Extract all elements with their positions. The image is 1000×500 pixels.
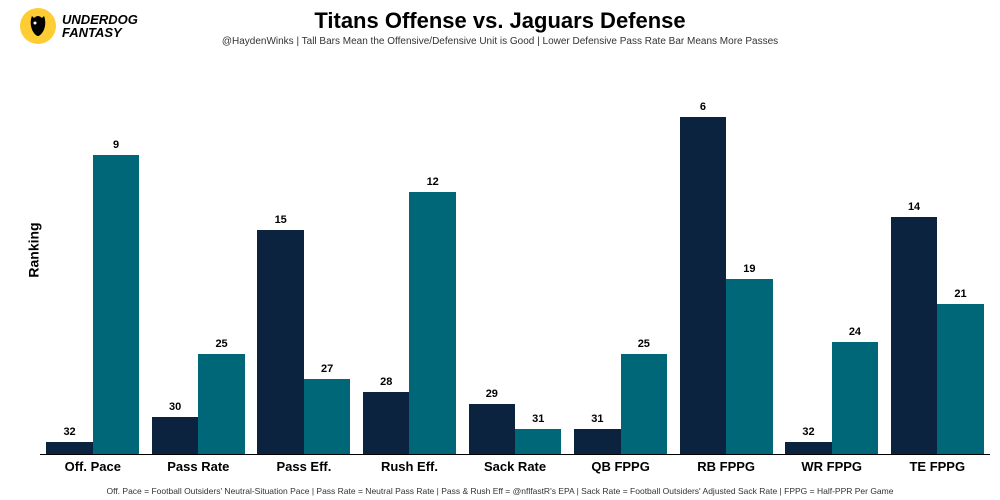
category-label: Pass Eff.: [276, 459, 331, 474]
bar-group: 3025Pass Rate: [146, 55, 252, 454]
category-label: Pass Rate: [167, 459, 229, 474]
bar-series-b: 24: [832, 342, 878, 454]
bar-series-a: 15: [257, 230, 303, 454]
bar-value-label: 29: [486, 388, 498, 400]
category-label: TE FPPG: [909, 459, 965, 474]
category-label: Off. Pace: [65, 459, 121, 474]
bar-value-label: 9: [113, 139, 119, 151]
bar-series-a: 30: [152, 417, 198, 454]
bar-series-b: 9: [93, 155, 139, 454]
chart-title: Titans Offense vs. Jaguars Defense: [0, 8, 1000, 34]
bar-value-label: 25: [215, 338, 227, 350]
chart-footer: Off. Pace = Football Outsiders' Neutral-…: [0, 486, 1000, 496]
bar-series-b: 21: [937, 304, 983, 454]
bar-series-b: 27: [304, 379, 350, 454]
category-label: QB FPPG: [591, 459, 650, 474]
bar-value-label: 27: [321, 363, 333, 375]
bar-value-label: 21: [954, 288, 966, 300]
bar-value-label: 24: [849, 326, 861, 338]
bar-value-label: 31: [591, 413, 603, 425]
bar-series-a: 28: [363, 392, 409, 454]
bar-series-b: 12: [409, 192, 455, 454]
category-label: Rush Eff.: [381, 459, 438, 474]
bar-value-label: 12: [427, 176, 439, 188]
bar-value-label: 25: [638, 338, 650, 350]
bar-group: 1527Pass Eff.: [251, 55, 357, 454]
category-label: Sack Rate: [484, 459, 546, 474]
bar-series-a: 32: [785, 442, 831, 454]
bar-chart: 329Off. Pace3025Pass Rate1527Pass Eff.28…: [40, 55, 990, 455]
bar-series-b: 25: [198, 354, 244, 454]
bar-series-a: 29: [469, 404, 515, 454]
bar-value-label: 15: [275, 214, 287, 226]
bar-group: 1421TE FPPG: [885, 55, 991, 454]
chart-subtitle: @HaydenWinks | Tall Bars Mean the Offens…: [0, 36, 1000, 47]
bar-group: 619RB FPPG: [673, 55, 779, 454]
bar-value-label: 19: [743, 263, 755, 275]
bar-group: 2931Sack Rate: [462, 55, 568, 454]
bar-series-a: 31: [574, 429, 620, 454]
bar-value-label: 14: [908, 201, 920, 213]
bar-group: 3125QB FPPG: [568, 55, 674, 454]
bar-group: 329Off. Pace: [40, 55, 146, 454]
category-label: WR FPPG: [801, 459, 862, 474]
bar-series-a: 6: [680, 117, 726, 454]
bar-value-label: 6: [700, 101, 706, 113]
chart-header: Titans Offense vs. Jaguars Defense @Hayd…: [0, 8, 1000, 47]
category-label: RB FPPG: [697, 459, 755, 474]
bar-value-label: 30: [169, 401, 181, 413]
bar-value-label: 32: [802, 426, 814, 438]
bar-series-b: 25: [621, 354, 667, 454]
bar-value-label: 32: [63, 426, 75, 438]
bar-series-b: 19: [726, 279, 772, 454]
bar-group: 2812Rush Eff.: [357, 55, 463, 454]
bar-series-a: 14: [891, 217, 937, 454]
bar-series-b: 31: [515, 429, 561, 454]
bar-value-label: 28: [380, 376, 392, 388]
bar-value-label: 31: [532, 413, 544, 425]
bar-series-a: 32: [46, 442, 92, 454]
bar-group: 3224WR FPPG: [779, 55, 885, 454]
